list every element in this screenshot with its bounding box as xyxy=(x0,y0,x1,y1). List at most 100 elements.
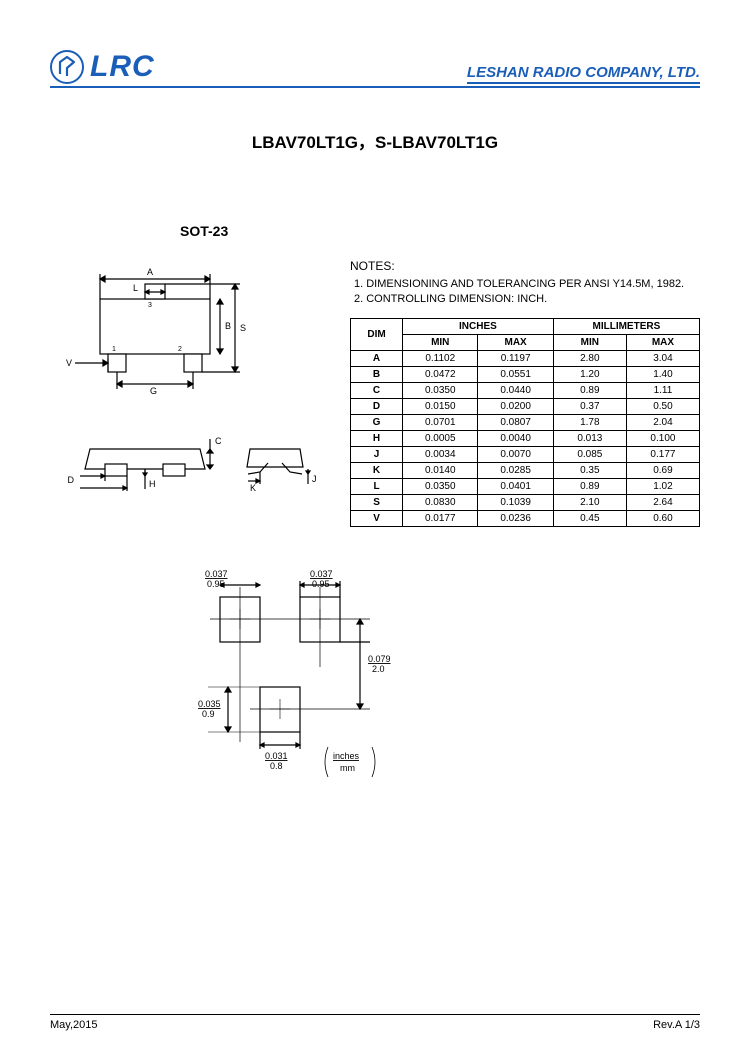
table-cell: 0.45 xyxy=(553,510,626,526)
svg-text:0.037: 0.037 xyxy=(310,569,333,579)
svg-text:C: C xyxy=(215,436,222,446)
logo-text: LRC xyxy=(90,50,155,84)
table-cell: 0.50 xyxy=(626,398,699,414)
col-max: MAX xyxy=(478,334,553,350)
svg-text:L: L xyxy=(133,283,138,293)
package-name: SOT-23 xyxy=(180,223,700,239)
table-cell: 0.69 xyxy=(626,462,699,478)
table-row: G0.07010.08071.782.04 xyxy=(351,414,700,430)
svg-text:B: B xyxy=(225,321,231,331)
svg-text:0.95: 0.95 xyxy=(207,579,225,589)
footprint-diagram: 0.037 0.95 0.037 0.95 0.079 2.0 0.035 0.… xyxy=(150,567,700,782)
table-row: C0.03500.04400.891.11 xyxy=(351,382,700,398)
note-item: 2. CONTROLLING DIMENSION: INCH. xyxy=(354,292,700,307)
note-item: 1. DIMENSIONING AND TOLERANCING PER ANSI… xyxy=(354,277,700,292)
svg-text:H: H xyxy=(149,479,156,489)
table-row: H0.00050.00400.0130.100 xyxy=(351,430,700,446)
table-cell: 0.0150 xyxy=(403,398,478,414)
footer-date: May,2015 xyxy=(50,1019,98,1031)
table-cell: 0.177 xyxy=(626,446,699,462)
svg-text:S: S xyxy=(240,323,246,333)
svg-text:inches: inches xyxy=(333,751,360,761)
table-row: D0.01500.02000.370.50 xyxy=(351,398,700,414)
table-cell: 0.0236 xyxy=(478,510,553,526)
table-cell: 0.0807 xyxy=(478,414,553,430)
svg-text:0.95: 0.95 xyxy=(312,579,330,589)
svg-text:0.9: 0.9 xyxy=(202,709,215,719)
table-cell: G xyxy=(351,414,403,430)
table-cell: 0.0701 xyxy=(403,414,478,430)
table-cell: 0.0350 xyxy=(403,382,478,398)
table-cell: 0.0401 xyxy=(478,478,553,494)
table-cell: D xyxy=(351,398,403,414)
table-cell: 3.04 xyxy=(626,350,699,366)
svg-text:mm: mm xyxy=(340,763,355,773)
table-cell: 0.60 xyxy=(626,510,699,526)
table-cell: A xyxy=(351,350,403,366)
table-row: K0.01400.02850.350.69 xyxy=(351,462,700,478)
col-max: MAX xyxy=(626,334,699,350)
table-cell: 0.0285 xyxy=(478,462,553,478)
table-cell: 1.02 xyxy=(626,478,699,494)
table-cell: 2.80 xyxy=(553,350,626,366)
table-cell: 0.35 xyxy=(553,462,626,478)
table-cell: 0.89 xyxy=(553,478,626,494)
svg-text:1: 1 xyxy=(112,346,116,353)
svg-text:K: K xyxy=(250,483,256,493)
col-mm: MILLIMETERS xyxy=(553,318,699,334)
table-cell: 0.1039 xyxy=(478,494,553,510)
table-cell: 0.0005 xyxy=(403,430,478,446)
table-cell: 0.0472 xyxy=(403,366,478,382)
table-cell: 0.0070 xyxy=(478,446,553,462)
table-row: B0.04720.05511.201.40 xyxy=(351,366,700,382)
svg-text:G: G xyxy=(150,386,157,396)
col-min: MIN xyxy=(403,334,478,350)
svg-text:A: A xyxy=(147,267,153,277)
table-cell: 2.10 xyxy=(553,494,626,510)
table-cell: 0.0140 xyxy=(403,462,478,478)
table-cell: L xyxy=(351,478,403,494)
table-cell: 2.64 xyxy=(626,494,699,510)
svg-text:V: V xyxy=(66,358,72,368)
table-cell: H xyxy=(351,430,403,446)
table-cell: 0.89 xyxy=(553,382,626,398)
table-cell: J xyxy=(351,446,403,462)
package-diagrams: A L B S G V 1 2 3 xyxy=(50,259,330,527)
table-cell: 0.013 xyxy=(553,430,626,446)
table-cell: 1.40 xyxy=(626,366,699,382)
dimensions-table: DIM INCHES MILLIMETERS MIN MAX MIN MAX A… xyxy=(350,318,700,527)
table-cell: 0.0034 xyxy=(403,446,478,462)
table-cell: C xyxy=(351,382,403,398)
svg-text:0.035: 0.035 xyxy=(198,699,221,709)
svg-text:0.031: 0.031 xyxy=(265,751,288,761)
svg-text:3: 3 xyxy=(148,302,152,309)
notes-title: NOTES: xyxy=(350,259,700,273)
svg-text:2.0: 2.0 xyxy=(372,664,385,674)
table-cell: 0.0551 xyxy=(478,366,553,382)
table-cell: B xyxy=(351,366,403,382)
footer: May,2015 Rev.A 1/3 xyxy=(50,1014,700,1031)
svg-text:0.079: 0.079 xyxy=(368,654,391,664)
logo: LRC xyxy=(50,50,155,84)
svg-text:J: J xyxy=(312,474,317,484)
table-row: J0.00340.00700.0850.177 xyxy=(351,446,700,462)
table-cell: 1.78 xyxy=(553,414,626,430)
table-cell: 0.0200 xyxy=(478,398,553,414)
table-cell: K xyxy=(351,462,403,478)
table-cell: 0.1102 xyxy=(403,350,478,366)
table-cell: 0.0440 xyxy=(478,382,553,398)
part-number: LBAV70LT1G，S-LBAV70LT1G xyxy=(50,128,700,153)
company-name: LESHAN RADIO COMPANY, LTD. xyxy=(467,64,700,84)
table-cell: 0.37 xyxy=(553,398,626,414)
table-cell: 0.1197 xyxy=(478,350,553,366)
table-cell: V xyxy=(351,510,403,526)
table-cell: 1.20 xyxy=(553,366,626,382)
svg-text:2: 2 xyxy=(178,346,182,353)
table-row: L0.03500.04010.891.02 xyxy=(351,478,700,494)
table-cell: S xyxy=(351,494,403,510)
table-cell: 0.0350 xyxy=(403,478,478,494)
table-cell: 0.100 xyxy=(626,430,699,446)
table-row: S0.08300.10392.102.64 xyxy=(351,494,700,510)
table-cell: 1.11 xyxy=(626,382,699,398)
table-cell: 0.0177 xyxy=(403,510,478,526)
